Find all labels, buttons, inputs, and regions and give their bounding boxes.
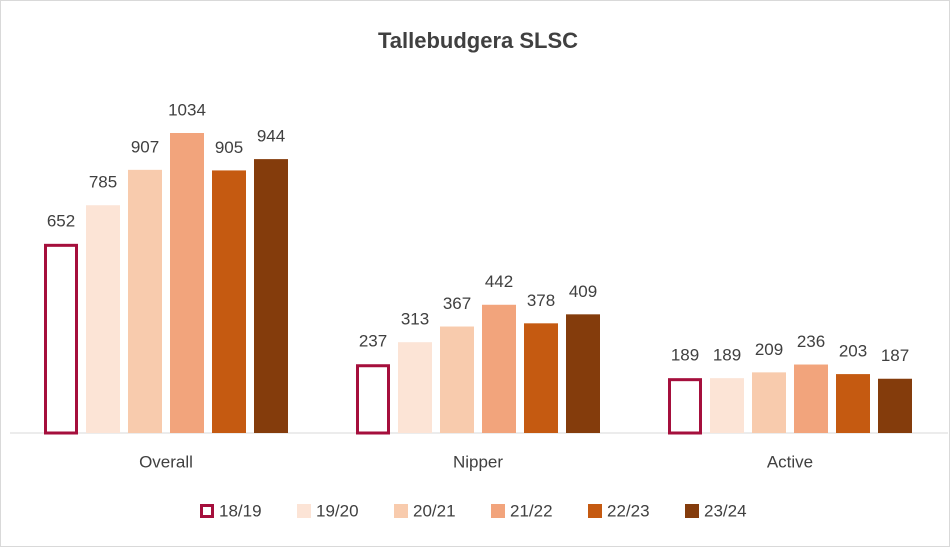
x-tick-label: Active: [767, 452, 813, 471]
x-tick-label: Overall: [139, 452, 193, 471]
data-label: 652: [47, 211, 75, 230]
data-label: 209: [755, 340, 783, 359]
chart-title: Tallebudgera SLSC: [378, 28, 578, 53]
data-label: 785: [89, 173, 117, 192]
bar: [524, 323, 558, 433]
bar: [836, 374, 870, 433]
legend-swatch: [491, 504, 505, 518]
legend-swatch: [297, 504, 311, 518]
legend-label: 21/22: [510, 501, 553, 520]
data-label: 944: [257, 127, 285, 146]
bar: [668, 378, 702, 435]
legend-swatch: [394, 504, 408, 518]
bar: [254, 159, 288, 433]
bar: [398, 342, 432, 433]
bar: [482, 304, 516, 433]
bar: [440, 326, 474, 433]
data-label: 905: [215, 138, 243, 157]
data-label: 189: [713, 346, 741, 365]
data-label: 907: [131, 137, 159, 156]
legend-label: 19/20: [316, 501, 359, 520]
bar: [566, 314, 600, 433]
bar: [878, 378, 912, 433]
legend-swatch: [588, 504, 602, 518]
data-label: 409: [569, 282, 597, 301]
data-label: 367: [443, 294, 471, 313]
data-label: 236: [797, 332, 825, 351]
data-label: 313: [401, 310, 429, 329]
bar: [86, 205, 120, 433]
bar: [752, 372, 786, 433]
legend-label: 18/19: [219, 501, 262, 520]
legend-swatch: [685, 504, 699, 518]
data-label: 189: [671, 346, 699, 365]
bar: [710, 378, 744, 433]
legend-label: 20/21: [413, 501, 456, 520]
legend-label: 23/24: [704, 501, 747, 520]
x-tick-label: Nipper: [453, 452, 503, 471]
bar: [794, 364, 828, 433]
data-label: 237: [359, 332, 387, 351]
data-label: 378: [527, 291, 555, 310]
bar: [128, 169, 162, 433]
data-label: 203: [839, 342, 867, 361]
legend-swatch: [200, 504, 214, 518]
bar: [356, 364, 390, 435]
bar: [170, 133, 204, 433]
data-label: 187: [881, 346, 909, 365]
legend-label: 22/23: [607, 501, 650, 520]
data-label: 442: [485, 272, 513, 291]
data-label: 1034: [168, 100, 206, 119]
bar: [44, 243, 78, 435]
bar: [212, 170, 246, 433]
